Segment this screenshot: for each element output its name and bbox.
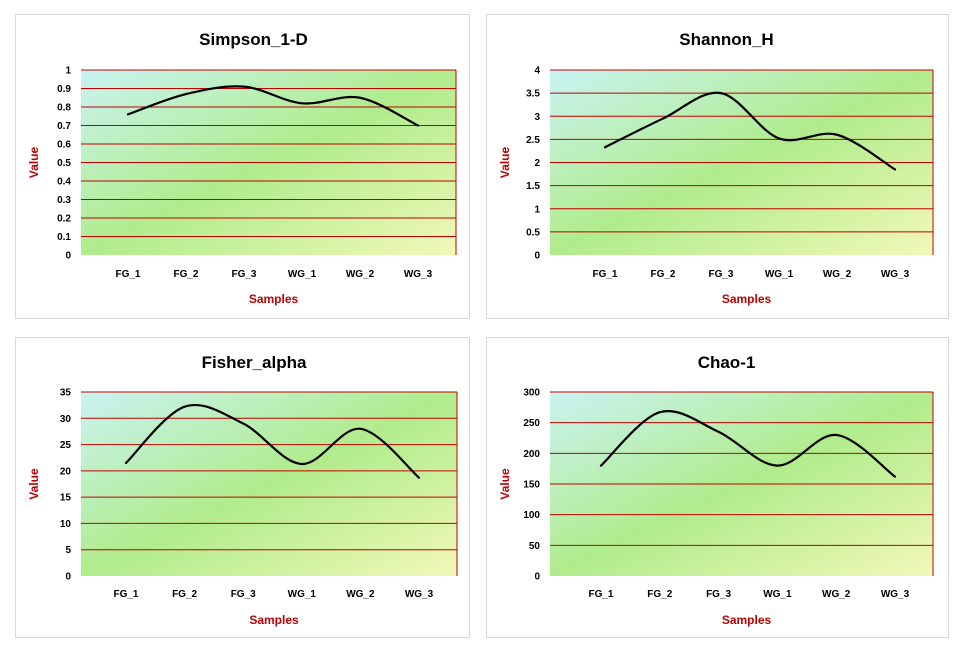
- y-tick-label: 0.5: [526, 227, 540, 238]
- x-tick-label: FG_3: [706, 589, 731, 600]
- plot-area: [81, 392, 457, 576]
- y-tick-label: 200: [523, 449, 540, 460]
- x-axis-label: Samples: [722, 292, 772, 306]
- y-tick-label: 0.5: [57, 158, 71, 169]
- chart-panel-simpson: Simpson_1-D 0 0.1 0.2 0.3 0.4 0.5 0.6 0.7 0.8 0.9 1…: [15, 14, 470, 319]
- x-tick-label: FG_3: [231, 589, 256, 600]
- y-tick-label: 3: [534, 112, 540, 123]
- y-tick-label: 10: [60, 519, 72, 530]
- y-tick-label: 30: [60, 414, 72, 425]
- series-line: [126, 85, 420, 127]
- x-tick-label: FG_1: [588, 589, 613, 600]
- y-tick-label: 0.9: [57, 84, 71, 95]
- x-tick-label: FG_2: [172, 589, 197, 600]
- x-tick-label: FG_1: [592, 269, 617, 280]
- x-tick-label: WG_2: [346, 589, 375, 600]
- y-tick-label: 0: [534, 251, 540, 262]
- y-tick-label: 0: [65, 572, 71, 583]
- y-tick-label: 100: [523, 510, 540, 521]
- x-tick-label: FG_2: [650, 269, 675, 280]
- y-tick-label: 3.5: [526, 89, 540, 100]
- x-tick-label: WG_1: [288, 269, 317, 280]
- y-axis-label: Value: [27, 147, 41, 179]
- x-tick-label: WG_3: [881, 589, 910, 600]
- chart-svg-chao: Chao-1 0 50 100 150 200 250 300 FG_1 FG_2 FG_3 WG_1…: [498, 353, 934, 627]
- x-axis-label: Samples: [722, 613, 772, 627]
- x-tick-label: WG_2: [346, 269, 375, 280]
- y-axis-label: Value: [498, 468, 512, 500]
- x-tick-label: WG_2: [823, 269, 852, 280]
- x-tick-label: FG_2: [173, 269, 198, 280]
- y-tick-label: 15: [60, 493, 72, 504]
- x-axis-label: Samples: [249, 292, 299, 306]
- chart-panel-fisher: Fisher_alpha 0 5 10 15 20 25 30 35 FG_1 FG_2 FG_3 WG…: [15, 337, 470, 638]
- y-tick-label: 0.8: [57, 103, 71, 114]
- x-tick-label: WG_3: [881, 269, 910, 280]
- series-line: [599, 410, 897, 478]
- y-tick-label: 4: [534, 66, 540, 77]
- chart-panel-shannon: Shannon_H 0 0.5 1 1.5 2 2.5 3 3.5 4 FG_1 FG_2 FG_3 WG…: [486, 14, 949, 319]
- x-tick-label: WG_1: [288, 589, 317, 600]
- chart-title: Chao-1: [698, 353, 756, 372]
- chart-svg-shannon: Shannon_H 0 0.5 1 1.5 2 2.5 3 3.5 4 FG_1 FG_2 FG_3 WG…: [498, 30, 934, 306]
- y-tick-label: 150: [523, 480, 540, 491]
- y-tick-label: 250: [523, 418, 540, 429]
- y-tick-label: 0.2: [57, 214, 71, 225]
- y-tick-label: 0.1: [57, 232, 71, 243]
- y-tick-label: 0: [534, 572, 540, 583]
- y-tick-label: 2: [534, 158, 540, 169]
- x-tick-label: FG_2: [647, 589, 672, 600]
- x-axis-label: Samples: [249, 613, 299, 627]
- y-tick-label: 0.4: [57, 177, 71, 188]
- y-tick-label: 0: [65, 251, 71, 262]
- x-tick-label: FG_1: [115, 269, 140, 280]
- x-tick-label: WG_2: [822, 589, 851, 600]
- x-tick-label: WG_3: [405, 589, 434, 600]
- y-tick-label: 5: [65, 545, 71, 556]
- y-tick-label: 1: [65, 66, 71, 77]
- x-tick-label: FG_3: [231, 269, 256, 280]
- series-line: [124, 403, 421, 479]
- x-tick-label: WG_1: [765, 269, 794, 280]
- y-tick-label: 2.5: [526, 135, 540, 146]
- x-tick-label: WG_3: [404, 269, 433, 280]
- y-tick-label: 35: [60, 388, 72, 399]
- y-axis-label: Value: [498, 147, 512, 179]
- y-tick-label: 1: [534, 204, 540, 215]
- chart-title: Simpson_1-D: [199, 30, 308, 49]
- series-line: [603, 91, 897, 171]
- x-tick-label: FG_3: [708, 269, 733, 280]
- chart-title: Shannon_H: [679, 30, 773, 49]
- y-tick-label: 20: [60, 466, 72, 477]
- y-tick-label: 0.3: [57, 195, 71, 206]
- chart-svg-simpson: Simpson_1-D 0 0.1 0.2 0.3 0.4 0.5 0.6 0.7 0.8 0.9 1…: [27, 30, 457, 306]
- y-tick-label: 50: [529, 541, 541, 552]
- y-tick-label: 300: [523, 388, 540, 399]
- y-tick-label: 0.6: [57, 140, 71, 151]
- x-tick-label: WG_1: [763, 589, 792, 600]
- chart-title: Fisher_alpha: [202, 353, 307, 372]
- x-tick-label: FG_1: [113, 589, 138, 600]
- y-tick-label: 25: [60, 440, 72, 451]
- chart-panel-chao: Chao-1 0 50 100 150 200 250 300 FG_1 FG_2 FG_3 WG_1…: [486, 337, 949, 638]
- y-tick-label: 0.7: [57, 121, 71, 132]
- y-tick-label: 1.5: [526, 181, 540, 192]
- chart-svg-fisher: Fisher_alpha 0 5 10 15 20 25 30 35 FG_1 FG_2 FG_3 WG…: [27, 353, 458, 627]
- y-axis-label: Value: [27, 468, 41, 500]
